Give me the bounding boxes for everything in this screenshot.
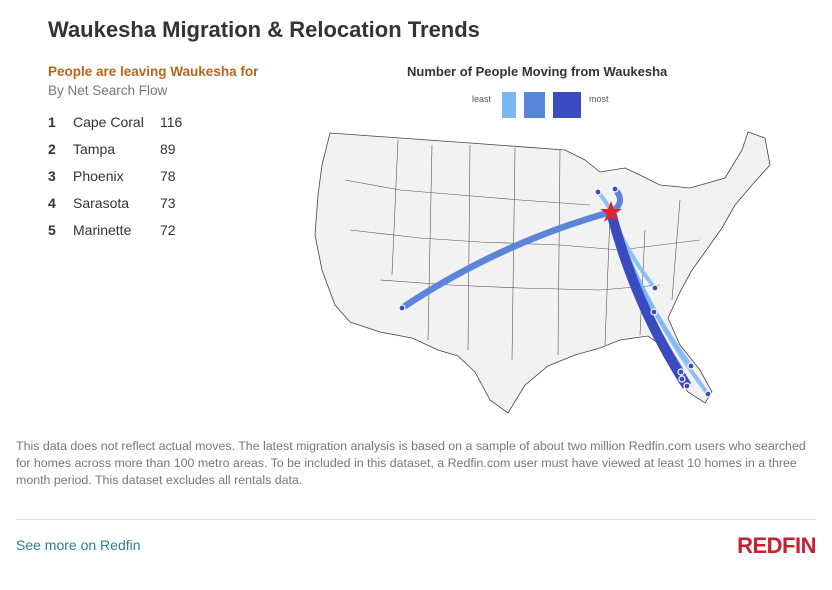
flow-line-cape-coral: [606, 210, 692, 389]
disclaimer: This data does not reflect actual moves.…: [16, 439, 806, 487]
see-more-link[interactable]: See more on Redfin: [16, 537, 141, 553]
city: Phoenix: [73, 167, 124, 184]
legend-swatch-high: [553, 92, 581, 118]
rank: 2: [48, 140, 56, 157]
city: Marinette: [73, 221, 132, 238]
map-title: Number of People Moving from Waukesha: [407, 64, 668, 79]
page-title: Waukesha Migration & Relocation Trends: [48, 17, 480, 42]
destination-marker: [398, 304, 406, 312]
destination-marker: [704, 390, 712, 398]
destination-marker: [651, 284, 659, 292]
us-flow-map: [314, 131, 771, 414]
flow-line-phoenix: [400, 208, 612, 311]
legend-swatch-mid: [524, 92, 545, 118]
city: Tampa: [73, 140, 116, 157]
rank: 5: [48, 221, 56, 238]
value: 73: [160, 194, 176, 211]
list-heading: People are leaving Waukesha for: [48, 64, 259, 79]
destination-markers: [398, 185, 712, 398]
destination-marker: [687, 362, 695, 370]
value: 89: [160, 140, 176, 157]
rank: 3: [48, 167, 56, 184]
destination-marker: [678, 375, 686, 383]
destination-marker: [611, 185, 619, 193]
redfin-logo: REDFIN: [737, 533, 816, 558]
value: 116: [160, 113, 183, 130]
state-borders: [344, 139, 701, 361]
city: Cape Coral: [73, 113, 144, 130]
us-outline: [314, 131, 771, 414]
flow-lines: [400, 187, 710, 396]
rank: 1: [48, 113, 56, 130]
destination-marker: [677, 368, 685, 376]
list-item: 1 Cape Coral 116: [48, 108, 182, 135]
destination-list: 1 Cape Coral 116 2 Tampa 89 3 Phoenix 78 4 Sara…: [48, 108, 182, 243]
city: Sarasota: [73, 194, 130, 211]
destination-marker: [683, 382, 691, 390]
list-item: 4 Sarasota 73: [48, 189, 182, 216]
list-item: 3 Phoenix 78: [48, 162, 182, 189]
destination-marker: [594, 188, 602, 196]
rank: 4: [48, 194, 56, 211]
list-item: 5 Marinette 72: [48, 216, 182, 243]
value: 72: [160, 221, 176, 238]
destination-marker: [650, 308, 658, 316]
list-subheading: By Net Search Flow: [48, 83, 168, 98]
origin-star-icon: [600, 201, 622, 222]
divider: [16, 519, 816, 520]
list-item: 2 Tampa 89: [48, 135, 182, 162]
legend-least: least: [472, 94, 492, 104]
legend-most: most: [589, 94, 609, 104]
value: 78: [160, 167, 176, 184]
legend-swatch-low: [502, 92, 516, 118]
